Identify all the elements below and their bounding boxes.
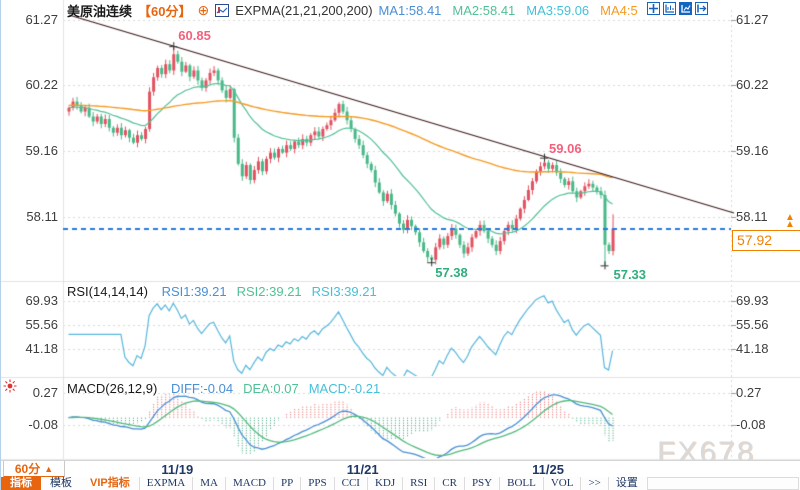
toolbar-item-[interactable]: 设置 bbox=[607, 477, 645, 490]
toolbar-empty-field bbox=[646, 477, 799, 490]
ma-value-1: MA2:58.41 bbox=[452, 3, 516, 18]
toolbar-item-MACD[interactable]: MACD bbox=[224, 477, 273, 490]
price-axis-label-right: 0.27 bbox=[736, 385, 762, 400]
rsi-values: RSI1:39.21 RSI2:39.21 RSI3:39.21 bbox=[162, 284, 387, 299]
toolbar-item-VOL[interactable]: VOL bbox=[542, 477, 581, 490]
price-annotation-60.85: 60.85 bbox=[178, 28, 211, 44]
indicator-toolbar: 指标 模板 VIP指标 EXPMA MA MACD PP PPS CCI KDJ RSI CR PSY B… bbox=[1, 477, 800, 490]
toolbar-tab-0[interactable]: 指标 bbox=[1, 477, 41, 490]
price-axis-label-right: 60.22 bbox=[736, 77, 769, 93]
price-axis-label-right: 41.18 bbox=[736, 341, 769, 356]
period-tag: 【60分】 bbox=[138, 4, 192, 19]
toolbar-tab-1[interactable]: 模板 bbox=[50, 477, 72, 489]
toolbar-item-PPS[interactable]: PPS bbox=[300, 477, 333, 490]
hotspot-marker-icon[interactable] bbox=[3, 379, 17, 398]
price-axis-label-right: 61.27 bbox=[736, 12, 769, 27]
toolbar-item-PSY[interactable]: PSY bbox=[463, 477, 499, 490]
macd-title: MACD(26,12,9) bbox=[67, 381, 158, 396]
price-axis-label-left: 69.93 bbox=[25, 293, 58, 308]
rsi-legend: RSI(14,14,14) RSI1:39.21 RSI2:39.21 RSI3:3… bbox=[67, 284, 397, 299]
rsi-value-2: RSI3:39.21 bbox=[311, 284, 377, 299]
toolbar-item-EXPMA[interactable]: EXPMA bbox=[138, 477, 193, 490]
price-axis-label-right: 59.16 bbox=[736, 143, 769, 159]
price-axis-label-right: 58.11 bbox=[736, 208, 768, 224]
date-axis-label: 11/25 bbox=[532, 462, 564, 477]
period-selector-label: 60分 bbox=[14, 462, 41, 476]
price-annotation-57.33: 57.33 bbox=[613, 267, 647, 283]
price-annotation-57.38: 57.38 bbox=[435, 265, 468, 281]
ma-value-3: MA4:5 bbox=[600, 3, 638, 18]
rsi-value-0: RSI1:39.21 bbox=[161, 284, 227, 299]
triangle-up-icon: ▲ bbox=[44, 463, 54, 474]
price-axis-label-left: 55.56 bbox=[25, 316, 58, 332]
macd-legend: MACD(26,12,9) DIFF:-0.04 DEA:0.07 MACD:-0.… bbox=[67, 381, 400, 396]
price-axis-label-right: -0.08 bbox=[736, 417, 766, 432]
price-up-arrows-icon: ▲ ▲ bbox=[785, 212, 795, 230]
macd-values: DIFF:-0.04 DEA:0.07 MACD:-0.21 bbox=[171, 381, 390, 396]
ma-value-2: MA3:59.06 bbox=[526, 3, 590, 18]
price-annotation-59.06: 59.06 bbox=[549, 140, 582, 156]
toolbar-item-PP[interactable]: PP bbox=[273, 477, 300, 490]
period-selector[interactable]: 60分 ▲ bbox=[3, 461, 65, 478]
circle-plus-icon[interactable]: ⊕ bbox=[197, 2, 210, 18]
date-axis-label: 11/19 bbox=[161, 462, 194, 477]
symbol-title: 美原油连续 bbox=[67, 4, 133, 19]
price-axis-label-left: 61.27 bbox=[25, 12, 58, 27]
price-axis-label-right: 69.93 bbox=[736, 293, 769, 308]
axis-scale-icon[interactable] bbox=[663, 2, 676, 15]
exit-view-icon[interactable] bbox=[695, 2, 708, 15]
current-price-box: 57.92 bbox=[732, 230, 800, 251]
chart-panel-icon[interactable] bbox=[679, 2, 692, 15]
price-axis-label-left: 41.18 bbox=[25, 341, 58, 356]
ma-value-0: MA1:58.41 bbox=[378, 3, 442, 18]
chart-canvas[interactable] bbox=[1, 0, 800, 462]
toolbar-item-CCI[interactable]: CCI bbox=[333, 477, 367, 490]
macd-value-0: DIFF:-0.04 bbox=[170, 381, 234, 396]
ma-values: MA1:58.41 MA2:58.41 MA3:59.06 MA4:5 bbox=[379, 3, 649, 18]
toolbar-item-[interactable]: >> bbox=[580, 477, 607, 490]
price-axis-label-left: -0.08 bbox=[28, 417, 58, 432]
toolbar-tab-2[interactable]: VIP指标 bbox=[90, 477, 130, 489]
macd-value-1: DEA:0.07 bbox=[243, 381, 299, 396]
price-axis-label-left: 59.16 bbox=[25, 143, 58, 159]
toolbar-item-BOLL[interactable]: BOLL bbox=[499, 477, 543, 490]
price-axis-label-right: 55.56 bbox=[736, 316, 769, 332]
macd-value-2: MACD:-0.21 bbox=[308, 381, 381, 396]
toolbar-item-KDJ[interactable]: KDJ bbox=[366, 477, 402, 490]
chart-header: 美原油连续 【60分】 ⊕ EXPMA(21,21,200,200) MA1:5… bbox=[67, 2, 649, 19]
rsi-title: RSI(14,14,14) bbox=[67, 284, 148, 299]
crosshair-move-icon[interactable] bbox=[647, 2, 660, 15]
toolbar-item-RSI[interactable]: RSI bbox=[402, 477, 434, 490]
toolbar-item-CR[interactable]: CR bbox=[434, 477, 464, 490]
price-axis-label-left: 60.22 bbox=[25, 77, 58, 93]
date-axis-label: 11/21 bbox=[346, 462, 379, 477]
rsi-value-1: RSI2:39.21 bbox=[236, 284, 302, 299]
price-axis-label-left: 58.11 bbox=[26, 208, 58, 224]
price-axis-label-left: 0.27 bbox=[32, 385, 58, 400]
indicator-params-label: EXPMA(21,21,200,200) bbox=[235, 3, 373, 18]
toolbar-item-MA[interactable]: MA bbox=[192, 477, 225, 490]
candlestick-mini-icon bbox=[215, 4, 230, 17]
chart-window-icons bbox=[647, 2, 708, 15]
